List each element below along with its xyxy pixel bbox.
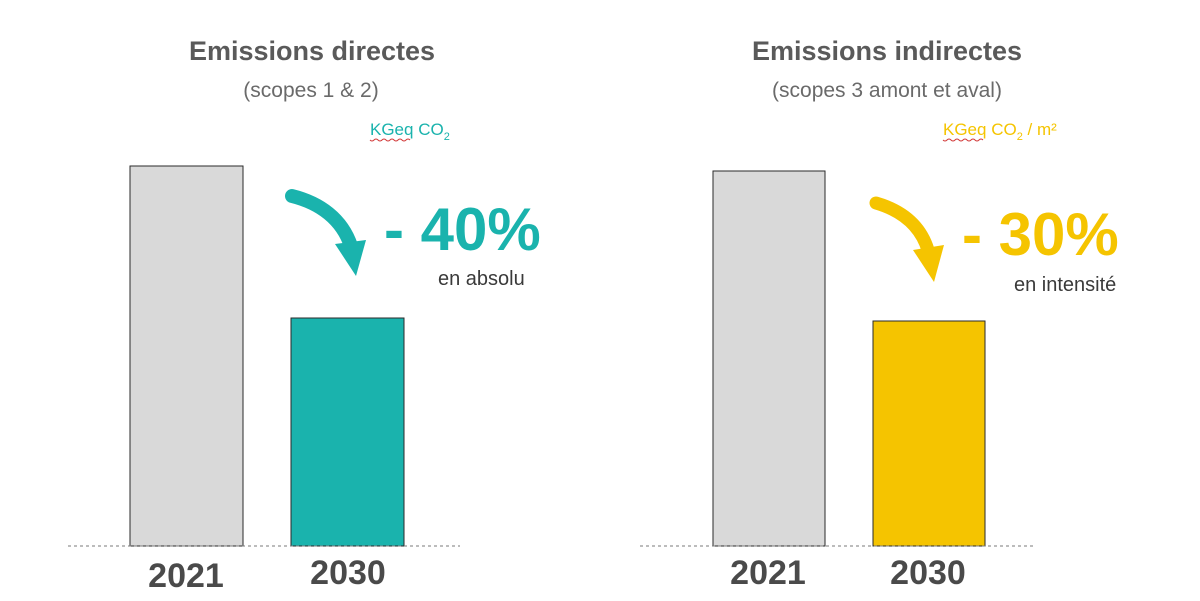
unit-main: KGeq CO — [943, 120, 1017, 139]
bar-group — [129, 165, 405, 547]
chart-title: Emissions indirectes — [752, 36, 1022, 66]
chart-title: Emissions directes — [189, 36, 435, 66]
unit-label: KGeq CO2 — [370, 120, 450, 143]
bar-2030 — [290, 317, 405, 547]
reduction-note: en intensité — [1014, 274, 1116, 296]
curved-down-arrow-icon — [869, 196, 944, 282]
curved-down-arrow-icon — [285, 189, 366, 276]
bar-2021 — [129, 165, 244, 547]
bar-group — [712, 170, 986, 547]
spellcheck-underline — [369, 138, 411, 142]
x-tick-label: 2021 — [148, 557, 224, 595]
reduction-value: - 30% — [962, 201, 1119, 268]
unit-main: KGeq CO — [370, 120, 444, 139]
chart-direct-emissions: Emissions directes (scopes 1 & 2) KGeq C… — [68, 36, 541, 595]
x-tick-label: 2021 — [730, 554, 806, 592]
unit-subscript: 2 — [1017, 131, 1023, 143]
unit-subscript: 2 — [444, 131, 450, 143]
reduction-value: - 40% — [384, 196, 541, 263]
chart-subtitle: (scopes 3 amont et aval) — [772, 79, 1002, 102]
unit-rest: / m² — [1023, 120, 1057, 139]
reduction-note: en absolu — [438, 268, 525, 290]
x-tick-label: 2030 — [310, 554, 386, 592]
unit-label: KGeq CO2 / m² — [943, 120, 1057, 143]
spellcheck-underline — [942, 138, 984, 142]
x-tick-label: 2030 — [890, 554, 966, 592]
bar-2030 — [872, 320, 986, 547]
chart-indirect-emissions: Emissions indirectes (scopes 3 amont et … — [640, 36, 1119, 592]
chart-subtitle: (scopes 1 & 2) — [243, 79, 378, 102]
bar-2021 — [712, 170, 826, 547]
